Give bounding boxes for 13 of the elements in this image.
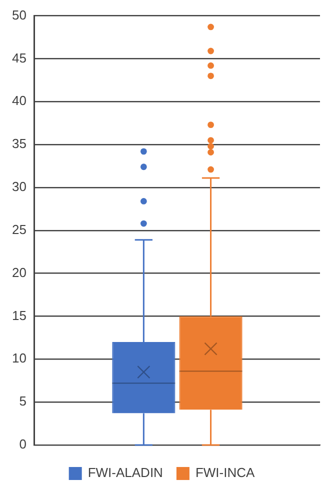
y-tick-label: 30 [12, 179, 26, 194]
y-tick-label: 40 [12, 93, 26, 108]
y-tick-label: 5 [19, 394, 26, 409]
y-tick-label: 35 [12, 136, 26, 152]
y-tick-label: 0 [19, 436, 26, 452]
legend-label: FWI-ALADIN [88, 465, 163, 480]
y-tick-label: 25 [12, 222, 26, 237]
y-tick-label: 50 [12, 7, 26, 22]
y-tick-label: 20 [12, 264, 26, 280]
y-tick-label: 45 [12, 50, 26, 66]
y-tick-label: 15 [12, 308, 26, 323]
y-tick-label: 10 [12, 350, 26, 366]
legend-label: FWI-INCA [195, 465, 255, 480]
